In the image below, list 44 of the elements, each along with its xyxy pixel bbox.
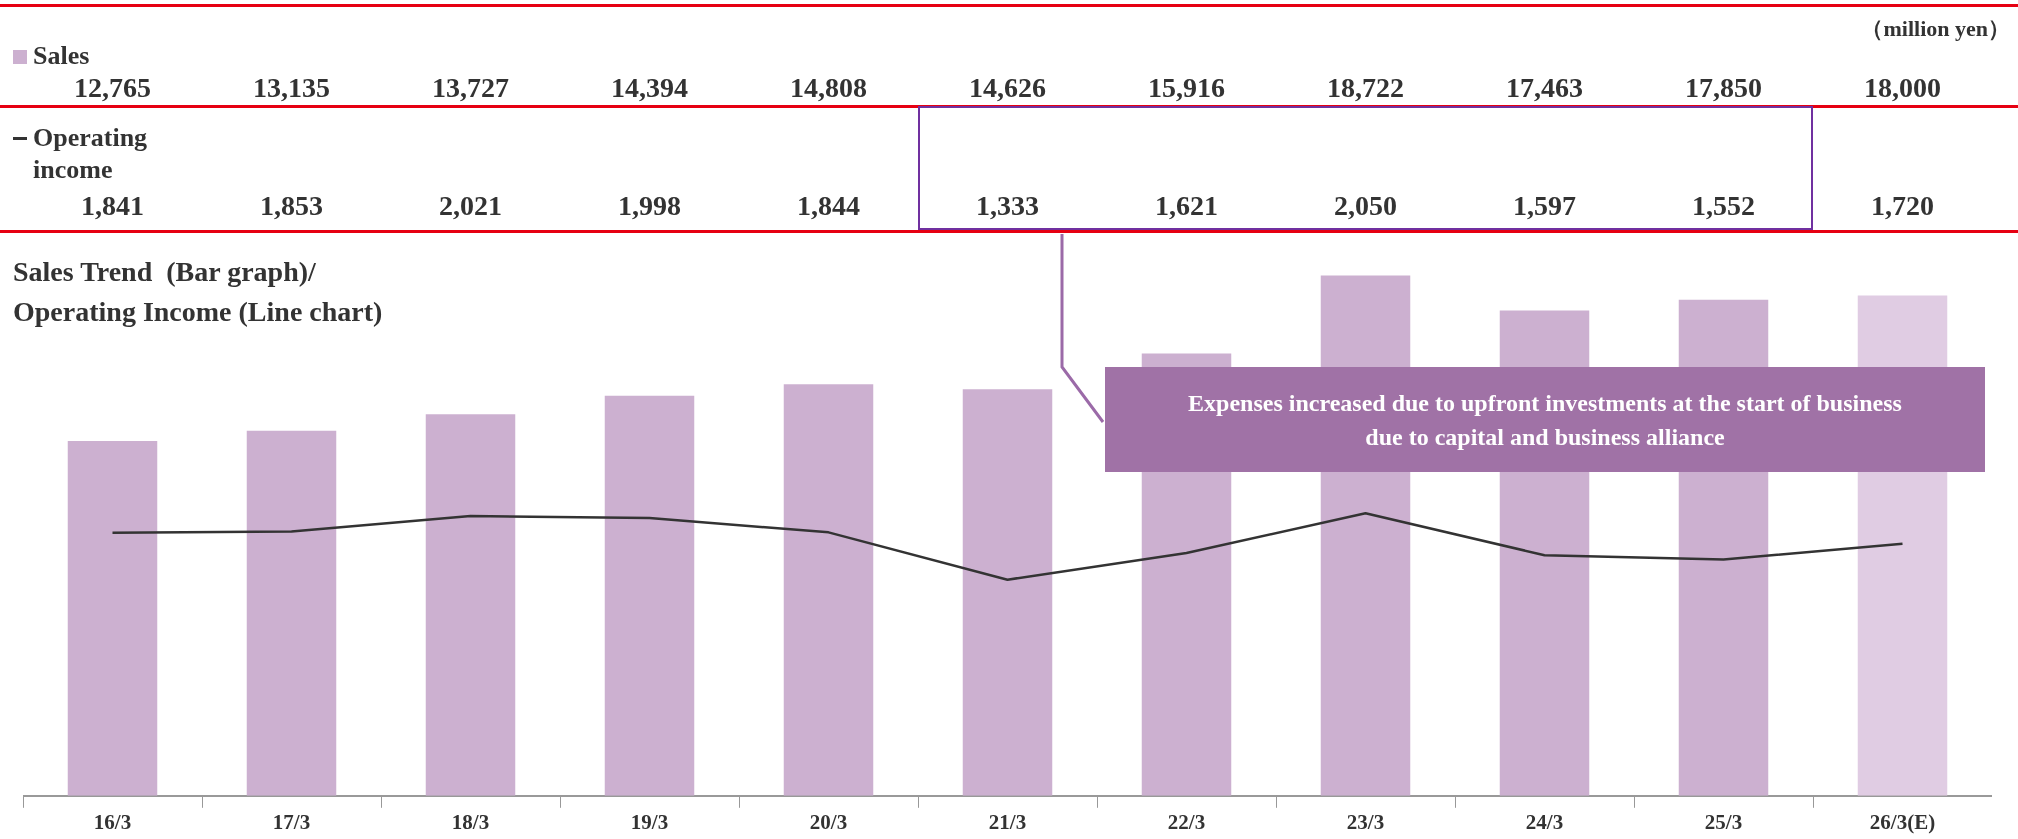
data-label: 1,597 xyxy=(1512,190,1577,222)
x-tick-label: 25/3 xyxy=(1704,809,1743,834)
data-label: 1,720 xyxy=(1870,190,1935,222)
x-tick-label: 21/3 xyxy=(988,809,1027,834)
data-label: 14,626 xyxy=(968,72,1047,104)
data-label: 1,844 xyxy=(796,190,861,222)
text: （million yen） xyxy=(1861,15,2010,43)
data-label: 2,050 xyxy=(1333,190,1398,222)
data-label: 13,135 xyxy=(252,72,331,104)
legend-label: Sales xyxy=(33,40,90,72)
data-label: 1,621 xyxy=(1154,190,1219,222)
data-label: 18,722 xyxy=(1326,72,1405,104)
data-label: 1,841 xyxy=(80,190,145,222)
data-label: 14,808 xyxy=(789,72,868,104)
data-label: 14,394 xyxy=(610,72,689,104)
x-tick-label: 23/3 xyxy=(1346,809,1385,834)
bar xyxy=(67,441,158,796)
data-label: 1,998 xyxy=(617,190,682,222)
x-tick-label: 17/3 xyxy=(272,809,311,834)
data-label: 18,000 xyxy=(1863,72,1942,104)
legend-label: Operating income xyxy=(33,122,148,186)
x-tick-label: 16/3 xyxy=(93,809,132,834)
bar xyxy=(425,414,516,796)
bar xyxy=(962,389,1053,796)
bar xyxy=(783,384,874,796)
data-label: 1,552 xyxy=(1691,190,1756,222)
x-tick-label: 19/3 xyxy=(630,809,669,834)
bar xyxy=(604,395,695,796)
data-label: 15,916 xyxy=(1147,72,1226,104)
x-tick-label: 22/3 xyxy=(1167,809,1206,834)
x-tick-label: 18/3 xyxy=(451,809,490,834)
bar xyxy=(246,430,337,796)
data-label: 17,463 xyxy=(1505,72,1584,104)
callout-box: Expenses increased due to upfront investments at the start of business due to capital and business alliance xyxy=(1105,367,1985,472)
data-label: 12,765 xyxy=(73,72,152,104)
data-label: 17,850 xyxy=(1684,72,1763,104)
data-label: 1,853 xyxy=(259,190,324,222)
x-tick-label: 26/3(E) xyxy=(1869,809,1936,834)
data-label: 1,333 xyxy=(975,190,1040,222)
x-tick-label: 24/3 xyxy=(1525,809,1564,834)
chart-title: Sales Trend (Bar graph)/ Operating Income (Line chart) xyxy=(13,255,383,329)
data-label: 2,021 xyxy=(438,190,503,222)
x-tick-label: 20/3 xyxy=(809,809,848,834)
data-label: 13,727 xyxy=(431,72,510,104)
